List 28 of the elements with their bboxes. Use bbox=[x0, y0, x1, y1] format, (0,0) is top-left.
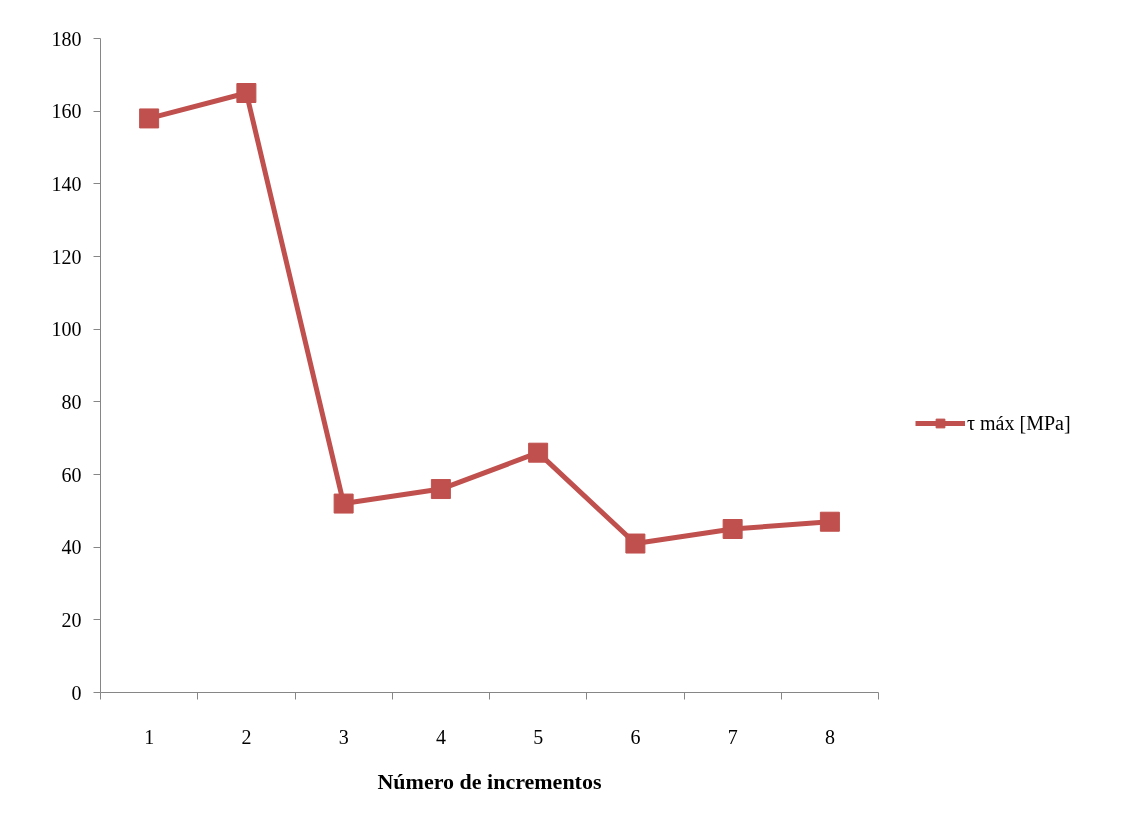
y-tick-label: 120 bbox=[51, 245, 82, 268]
x-tick-label: 5 bbox=[533, 725, 544, 748]
point bbox=[819, 511, 840, 532]
point bbox=[625, 533, 646, 554]
y-tick-label: 180 bbox=[51, 27, 82, 50]
x-tick-label: 7 bbox=[727, 725, 738, 748]
legend-label: τ máx [MPa] bbox=[967, 411, 1071, 435]
y-tick-label: 20 bbox=[61, 608, 82, 631]
x-tick-label: 6 bbox=[630, 725, 641, 748]
point bbox=[430, 479, 451, 500]
x-tick-label: 2 bbox=[241, 725, 252, 748]
point bbox=[139, 108, 160, 129]
point bbox=[528, 442, 549, 463]
y-tick-label: 160 bbox=[51, 100, 82, 123]
point bbox=[333, 493, 354, 514]
x-tick-label: 4 bbox=[435, 725, 446, 748]
x-tick-label: 1 bbox=[144, 725, 155, 748]
x-tick-label: 8 bbox=[824, 725, 835, 748]
y-tick-label: 80 bbox=[61, 390, 82, 413]
x-tick-label: 3 bbox=[338, 725, 349, 748]
y-tick-label: 140 bbox=[51, 172, 82, 195]
y-tick-label: 0 bbox=[71, 681, 82, 704]
x-axis-title: Número de incrementos bbox=[377, 768, 602, 794]
point bbox=[722, 519, 743, 539]
y-tick-label: 100 bbox=[51, 318, 82, 341]
point bbox=[236, 83, 257, 103]
y-tick-label: 40 bbox=[61, 536, 82, 559]
y-tick-label: 60 bbox=[61, 463, 82, 486]
